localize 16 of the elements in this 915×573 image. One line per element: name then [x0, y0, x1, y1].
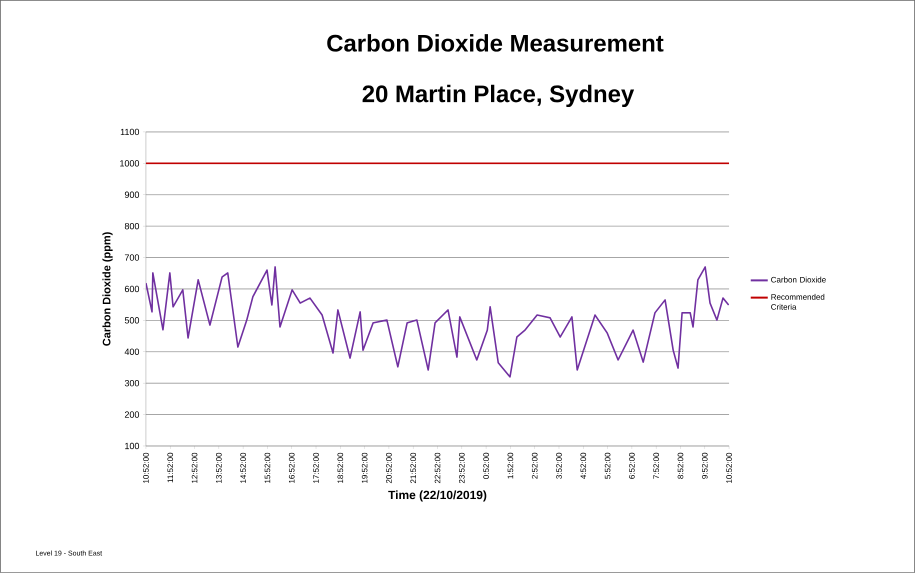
y-tick-label: 100 — [125, 442, 140, 450]
chart-title: Carbon Dioxide Measurement — [327, 34, 664, 52]
x-axis-title: Time (22/10/2019) — [388, 490, 486, 502]
line-series — [146, 266, 730, 378]
y-tick-label: 1100 — [120, 128, 140, 136]
y-tick-label: 800 — [124, 223, 140, 230]
y-tick-label: 300 — [124, 380, 140, 386]
y-tick-label: 700 — [124, 254, 140, 261]
y-tick-label: 200 — [124, 411, 140, 418]
y-tick-label: 600 — [124, 286, 140, 292]
chart-subtitle: 20 Martin Place, Sydney — [362, 84, 634, 108]
y-tick-label: 500 — [124, 317, 140, 324]
y-tick-label: 400 — [124, 348, 140, 355]
y-tick-label: 1000 — [120, 160, 140, 167]
y-tick-label: 900 — [124, 192, 140, 198]
y-axis-title: Carbon Dioxide (ppm) — [102, 232, 113, 346]
